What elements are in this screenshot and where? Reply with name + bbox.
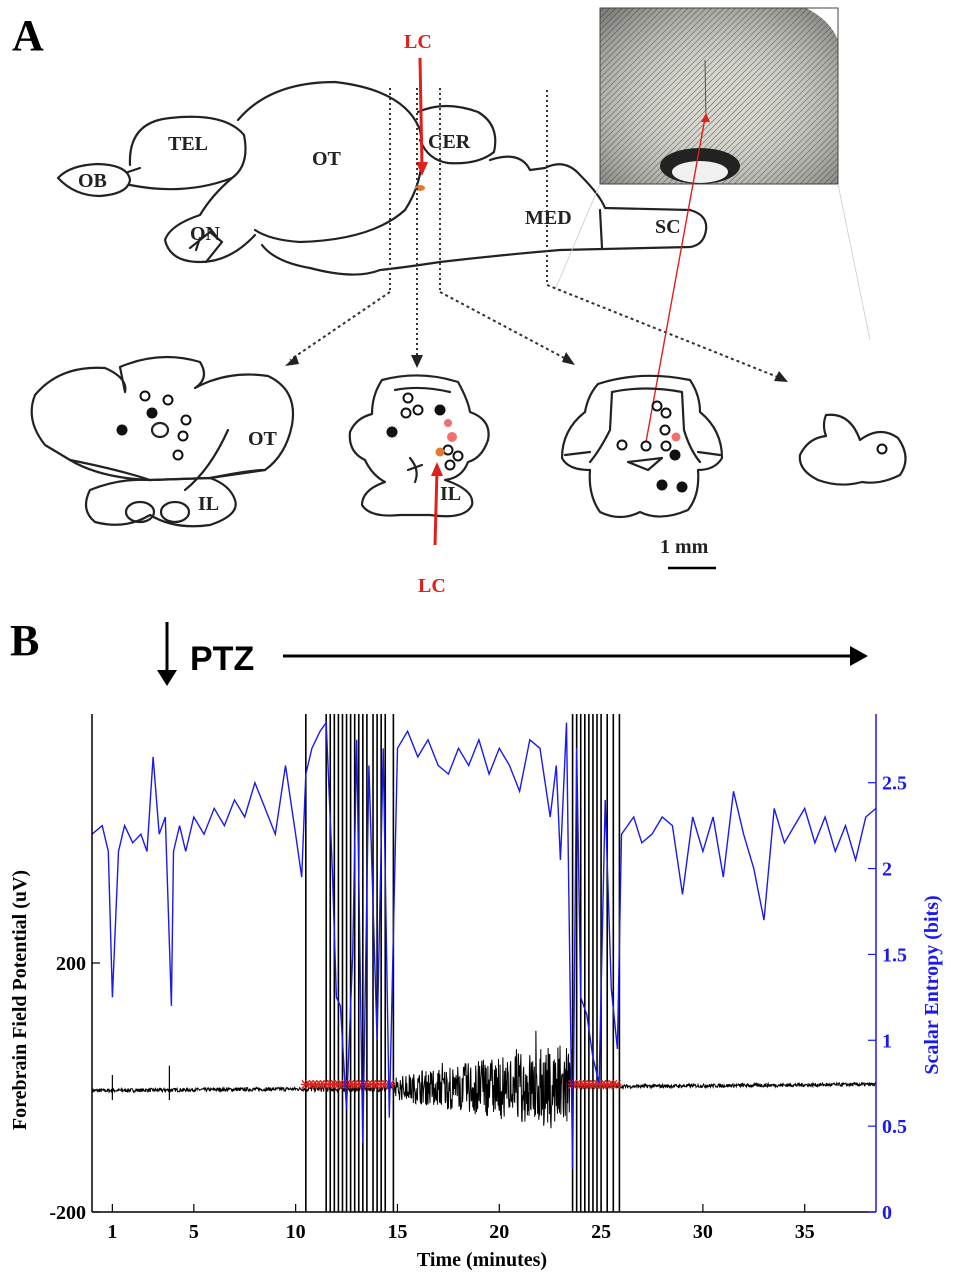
guide-arrowhead-3 [562,352,575,365]
guide-arrowhead-4 [774,371,788,382]
tel-outline [128,115,247,191]
label-ob: OB [78,170,107,192]
guide-arrow-3 [439,291,569,361]
lc-bottom-arrowhead [431,462,443,476]
y2-tick-label-1: 0.5 [882,1116,907,1138]
lc-section-marker [435,447,445,457]
label-il-section-2: IL [440,483,461,505]
section-1 [30,355,295,528]
field-potential-series [91,1030,876,1129]
cer-outline [416,104,497,165]
ob-connector [126,166,142,174]
y2-tick-label-5: 2.5 [882,773,907,795]
section-3-outline [560,374,724,519]
x-tick-label-6: 30 [693,1221,713,1243]
x-tick-label-1: 5 [189,1221,199,1243]
label-sc: SC [655,216,681,238]
med-outline [260,155,708,276]
section-3 [560,374,724,519]
section-2 [348,374,490,518]
entropy-line [91,720,877,1170]
x-tick-label-0: 1 [107,1221,117,1243]
section-1-outline [30,355,295,482]
ptz-duration-arrowhead [850,646,868,666]
field-potential-line [91,1030,876,1129]
x-axis-title: Time (minutes) [417,1249,547,1271]
x-tick-label-3: 15 [387,1221,407,1243]
scale-bar-label: 1 mm [660,536,709,558]
brain-sagittal-diagram [56,80,708,276]
guide-arrowhead-1 [285,355,299,366]
panel-b-letter: B [10,616,39,665]
y-tick-label-0: 200 [56,953,86,975]
sc-separator [598,208,604,250]
section-4-outline [798,413,907,486]
guide-arrow-1 [289,291,391,361]
histology-inset [599,7,839,185]
optic-nerve-line [194,236,202,252]
guide-arrow-4 [546,284,781,379]
on-outline [163,176,257,264]
section-4 [798,413,907,486]
x-tick-label-5: 25 [591,1221,611,1243]
y2-tick-label-0: 0 [882,1202,892,1224]
label-ot: OT [312,148,342,170]
y2-tick-label-2: 1 [882,1030,892,1052]
x-tick-label-4: 20 [489,1221,509,1243]
y-axis-title: Forebrain Field Potential (uV) [9,870,31,1130]
x-tick-label-7: 35 [795,1221,815,1243]
label-ot-section: OT [248,428,278,450]
section-2-outline [348,374,490,518]
lc-top-label: LC [404,31,432,53]
lc-top-arrow [418,57,424,169]
y2-axis-title: Scalar Entropy (bits) [921,895,943,1074]
label-il-section-1: IL [198,493,219,515]
ptz-label: PTZ [190,640,254,678]
label-cer: CER [428,131,471,153]
entropy-series [91,720,877,1170]
lc-top-arrowhead [416,162,428,176]
x-tick-label-2: 10 [286,1221,306,1243]
ob-outline [56,162,132,198]
label-tel: TEL [168,133,208,155]
panel-a-letter: A [12,11,44,60]
y-tick-label-1: -200 [49,1202,86,1224]
y2-tick-label-3: 1.5 [882,944,907,966]
ptz-down-arrowhead [157,670,177,686]
label-on: ON [190,223,221,245]
y2-tick-label-4: 2 [882,859,892,881]
il-outline-1 [84,476,237,528]
guide-arrowhead-2 [411,355,423,368]
event-marker-36 [611,1079,622,1089]
label-med: MED [525,207,572,229]
lc-bottom-arrow [433,469,439,546]
lc-bottom-label: LC [418,575,446,597]
